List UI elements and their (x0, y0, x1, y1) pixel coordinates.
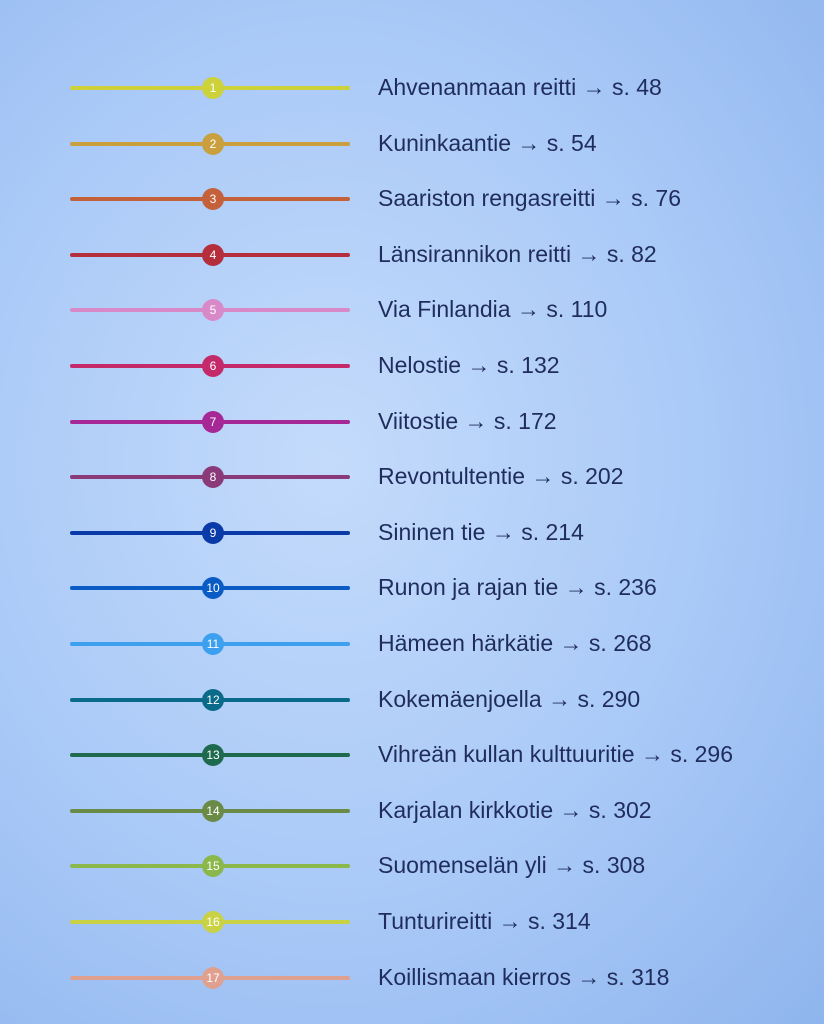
route-name: Viitostie (378, 407, 459, 434)
route-number-badge: 8 (202, 466, 224, 489)
route-name: Nelostie (378, 352, 462, 378)
route-name: Kokemäenjoella (378, 685, 542, 712)
route-number-badge: 5 (202, 299, 224, 322)
route-page: → s. 314 (498, 908, 591, 934)
route-label: Kuninkaantie → s. 54 (378, 130, 597, 157)
route-page: → s. 110 (516, 296, 608, 323)
route-item: 16 Tunturireitti → s. 314 (0, 902, 824, 942)
route-name: Karjalan kirkkotie (378, 796, 554, 823)
route-item: 7 Viitostie → s. 172 (0, 402, 824, 442)
route-page: → s. 132 (467, 352, 560, 378)
route-number-badge: 4 (202, 243, 224, 266)
route-label: Revontultentie → s. 202 (378, 463, 623, 490)
route-label: Hämeen härkätie → s. 268 (378, 630, 652, 657)
route-page: → s. 302 (559, 796, 652, 823)
route-name: Via Finlandia (378, 296, 511, 323)
route-number-badge: 13 (202, 744, 224, 767)
route-page: → s. 48 (582, 74, 662, 100)
route-item: 5 Via Finlandia → s. 110 (0, 290, 824, 330)
route-number-badge: 16 (202, 911, 224, 933)
route-number-badge: 14 (202, 799, 224, 822)
route-item: 4 Länsirannikon reitti → s. 82 (0, 235, 824, 275)
route-page: → s. 214 (491, 518, 584, 545)
route-item: 1 Ahvenanmaan reitti → s. 48 (0, 68, 824, 108)
route-item: 13 Vihreän kullan kulttuuritie → s. 296 (0, 735, 824, 775)
route-page: → s. 318 (577, 963, 670, 990)
route-number-badge: 17 (202, 966, 224, 989)
route-page: → s. 308 (553, 852, 646, 879)
route-number-badge: 11 (202, 633, 224, 655)
route-label: Suomenselän yli → s. 308 (378, 852, 645, 879)
route-number-badge: 9 (202, 521, 224, 544)
route-name: Sininen tie (378, 518, 486, 545)
route-page: → s. 236 (564, 574, 657, 601)
route-name: Suomenselän yli (378, 852, 547, 879)
route-item: 14 Karjalan kirkkotie → s. 302 (0, 791, 824, 831)
route-label: Sininen tie → s. 214 (378, 519, 584, 546)
route-number-badge: 15 (202, 855, 224, 878)
route-label: Kokemäenjoella → s. 290 (378, 686, 640, 713)
route-name: Kuninkaantie (378, 129, 511, 156)
route-name: Koillismaan kierros (378, 963, 572, 990)
route-item: 6 Nelostie → s. 132 (0, 346, 824, 386)
route-name: Revontultentie (378, 463, 526, 490)
route-label: Karjalan kirkkotie → s. 302 (378, 797, 652, 824)
route-number-badge: 12 (202, 688, 224, 711)
route-label: Ahvenanmaan reitti → s. 48 (378, 74, 662, 101)
route-item: 9 Sininen tie → s. 214 (0, 513, 824, 553)
route-name: Hämeen härkätie (378, 630, 554, 656)
route-label: Koillismaan kierros → s. 318 (378, 964, 669, 991)
route-name: Saariston rengasreitti (378, 185, 596, 212)
route-name: Runon ja rajan tie (378, 574, 559, 601)
route-label: Länsirannikon reitti → s. 82 (378, 241, 657, 268)
route-label: Tunturireitti → s. 314 (378, 908, 591, 935)
route-label: Vihreän kullan kulttuuritie → s. 296 (378, 741, 733, 768)
route-item: 10 Runon ja rajan tie → s. 236 (0, 568, 824, 608)
route-item: 11 Hämeen härkätie → s. 268 (0, 624, 824, 664)
route-name: Ahvenanmaan reitti (378, 74, 577, 100)
route-page: → s. 290 (548, 685, 641, 712)
route-name: Vihreän kullan kulttuuritie (378, 741, 635, 768)
route-page: → s. 82 (577, 240, 657, 267)
route-item: 2 Kuninkaantie → s. 54 (0, 124, 824, 164)
route-number-badge: 1 (202, 77, 224, 99)
route-label: Viitostie → s. 172 (378, 408, 557, 435)
route-page: → s. 296 (640, 741, 733, 768)
route-item: 17 Koillismaan kierros → s. 318 (0, 958, 824, 998)
route-page: → s. 202 (531, 463, 624, 490)
route-label: Saariston rengasreitti → s. 76 (378, 185, 681, 212)
route-number-badge: 10 (202, 577, 224, 600)
route-name: Länsirannikon reitti (378, 240, 572, 267)
route-label: Via Finlandia → s. 110 (378, 296, 607, 323)
route-page: → s. 76 (601, 185, 681, 212)
route-number-badge: 7 (202, 410, 224, 433)
route-page: → s. 54 (517, 129, 597, 156)
route-name: Tunturireitti (378, 908, 493, 934)
route-item: 3 Saariston rengasreitti → s. 76 (0, 179, 824, 219)
route-label: Runon ja rajan tie → s. 236 (378, 574, 657, 601)
route-item: 12 Kokemäenjoella → s. 290 (0, 680, 824, 720)
route-page: → s. 172 (464, 407, 557, 434)
route-label: Nelostie → s. 132 (378, 352, 560, 379)
route-number-badge: 6 (202, 355, 224, 377)
route-number-badge: 2 (202, 132, 224, 155)
route-page: → s. 268 (559, 630, 652, 656)
route-number-badge: 3 (202, 188, 224, 211)
route-item: 8 Revontultentie → s. 202 (0, 457, 824, 497)
route-item: 15 Suomenselän yli → s. 308 (0, 846, 824, 886)
